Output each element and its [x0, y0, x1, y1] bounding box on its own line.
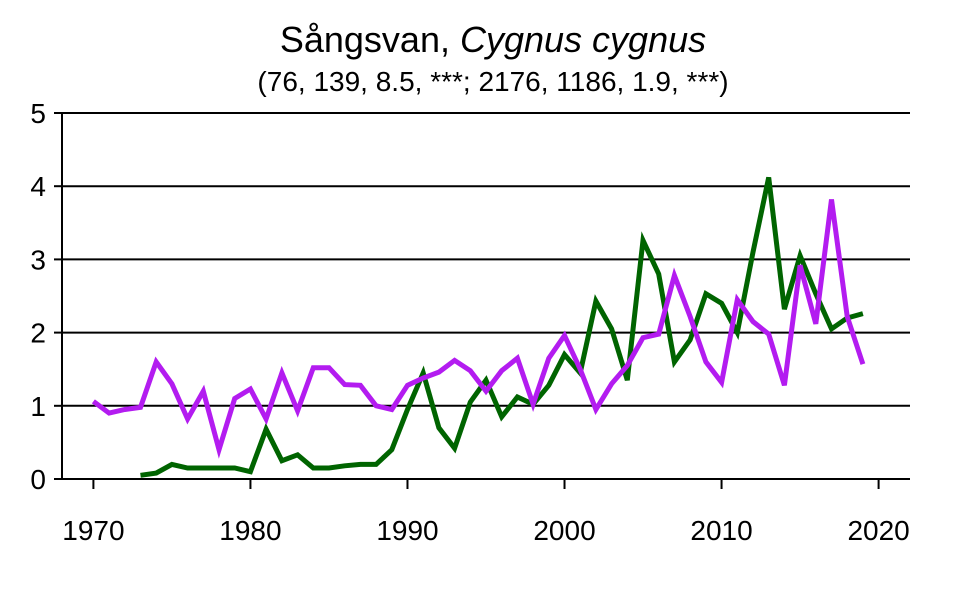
x-tick-label-1990: 1990 — [376, 515, 438, 546]
x-tick-label-1980: 1980 — [219, 515, 281, 546]
chart-title: Sångsvan, Cygnus cygnus — [280, 19, 706, 60]
y-tick-label-0: 0 — [30, 464, 46, 495]
y-tick-label-3: 3 — [30, 244, 46, 275]
tick-labels: 0 1 2 3 4 5 1970 1980 1990 2000 2010 2020 — [30, 98, 909, 546]
series-line-2 — [91, 199, 866, 459]
y-tick-label-4: 4 — [30, 171, 46, 202]
y-tick-label-1: 1 — [30, 391, 46, 422]
series-line-1 — [140, 176, 864, 478]
x-tick-label-2020: 2020 — [847, 515, 909, 546]
chart-subtitle: (76, 139, 8.5, ***; 2176, 1186, 1.9, ***… — [257, 66, 728, 97]
series-lines — [91, 176, 866, 478]
y-tick-label-2: 2 — [30, 318, 46, 349]
chart-title-plain: Sångsvan, — [280, 19, 460, 60]
x-tick-label-1970: 1970 — [62, 515, 124, 546]
y-tick-label-5: 5 — [30, 98, 46, 129]
grid-lines — [62, 112, 910, 407]
x-tick-label-2010: 2010 — [690, 515, 752, 546]
chart-title-italic: Cygnus cygnus — [460, 19, 706, 60]
axes — [54, 112, 910, 489]
x-tick-label-2000: 2000 — [533, 515, 595, 546]
